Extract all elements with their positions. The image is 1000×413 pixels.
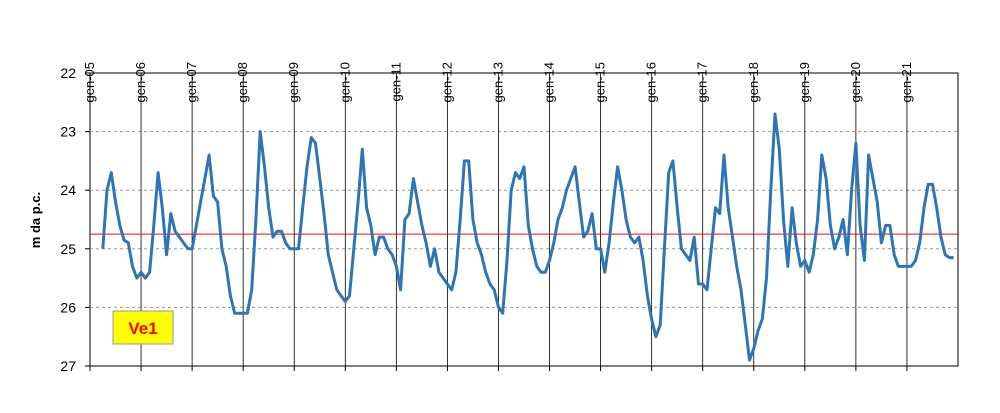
x-tick-label: gen-21	[899, 62, 914, 102]
y-axis-label: m da p.c.	[28, 192, 43, 248]
x-tick-label: gen-06	[133, 62, 148, 102]
x-tick-label: gen-13	[490, 62, 505, 102]
series-line	[101, 112, 954, 362]
plot-area	[89, 72, 959, 367]
x-tick-label: gen-10	[337, 62, 352, 102]
x-tick-label: gen-15	[593, 62, 608, 102]
x-tick-label: gen-17	[695, 62, 710, 102]
x-tick-label: gen-05	[82, 62, 97, 102]
x-tick-label: gen-16	[644, 62, 659, 102]
x-tick-label: gen-11	[388, 62, 403, 102]
y-tick-label: 23	[60, 124, 76, 140]
x-tick-label: gen-18	[746, 62, 761, 102]
x-tick-label: gen-08	[235, 62, 250, 102]
x-tick-label: gen-20	[848, 62, 863, 102]
y-tick-label: 26	[60, 299, 76, 315]
x-tick-label: gen-07	[184, 62, 199, 102]
y-tick-label: 22	[60, 65, 76, 81]
x-tick-label: gen-14	[542, 62, 557, 102]
x-tick-label: gen-09	[286, 62, 301, 102]
annotation: Ve1	[128, 319, 157, 338]
y-tick-label: 24	[60, 182, 76, 198]
y-tick-label: 25	[60, 241, 76, 257]
x-tick-label: gen-19	[797, 62, 812, 102]
annotation-box	[112, 310, 174, 345]
x-tick-label: gen-12	[439, 62, 454, 102]
y-tick-label: 27	[60, 358, 76, 374]
